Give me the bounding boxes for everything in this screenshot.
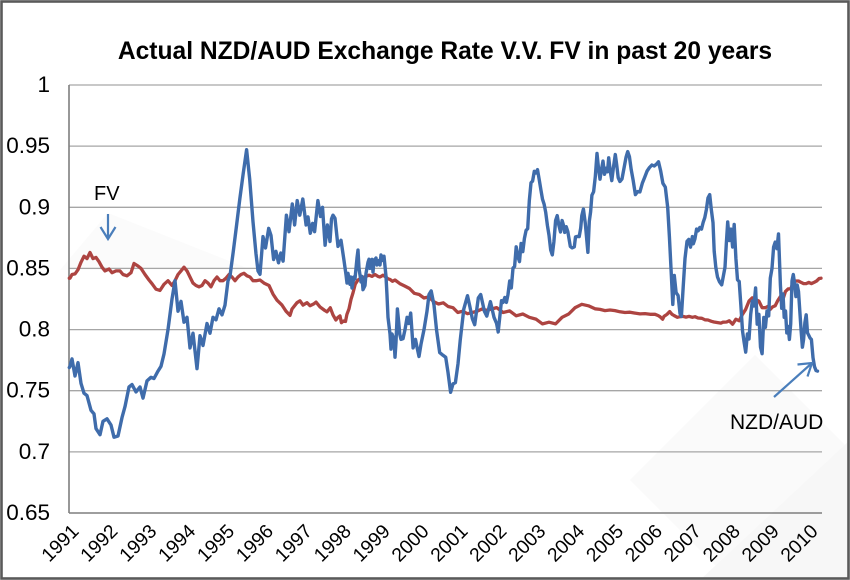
svg-text:0.65: 0.65 — [6, 500, 50, 525]
svg-text:0.9: 0.9 — [19, 194, 50, 219]
svg-text:NZD/AUD: NZD/AUD — [730, 411, 823, 434]
svg-text:1: 1 — [37, 72, 50, 97]
svg-text:0.75: 0.75 — [6, 378, 50, 403]
svg-text:FV: FV — [94, 183, 120, 205]
svg-text:0.7: 0.7 — [19, 439, 50, 464]
svg-text:0.85: 0.85 — [6, 255, 50, 280]
svg-text:0.95: 0.95 — [6, 133, 50, 158]
svg-text:0.8: 0.8 — [19, 317, 50, 342]
svg-text:Actual NZD/AUD Exchange Rate V: Actual NZD/AUD Exchange Rate V.V. FV in … — [118, 38, 772, 65]
